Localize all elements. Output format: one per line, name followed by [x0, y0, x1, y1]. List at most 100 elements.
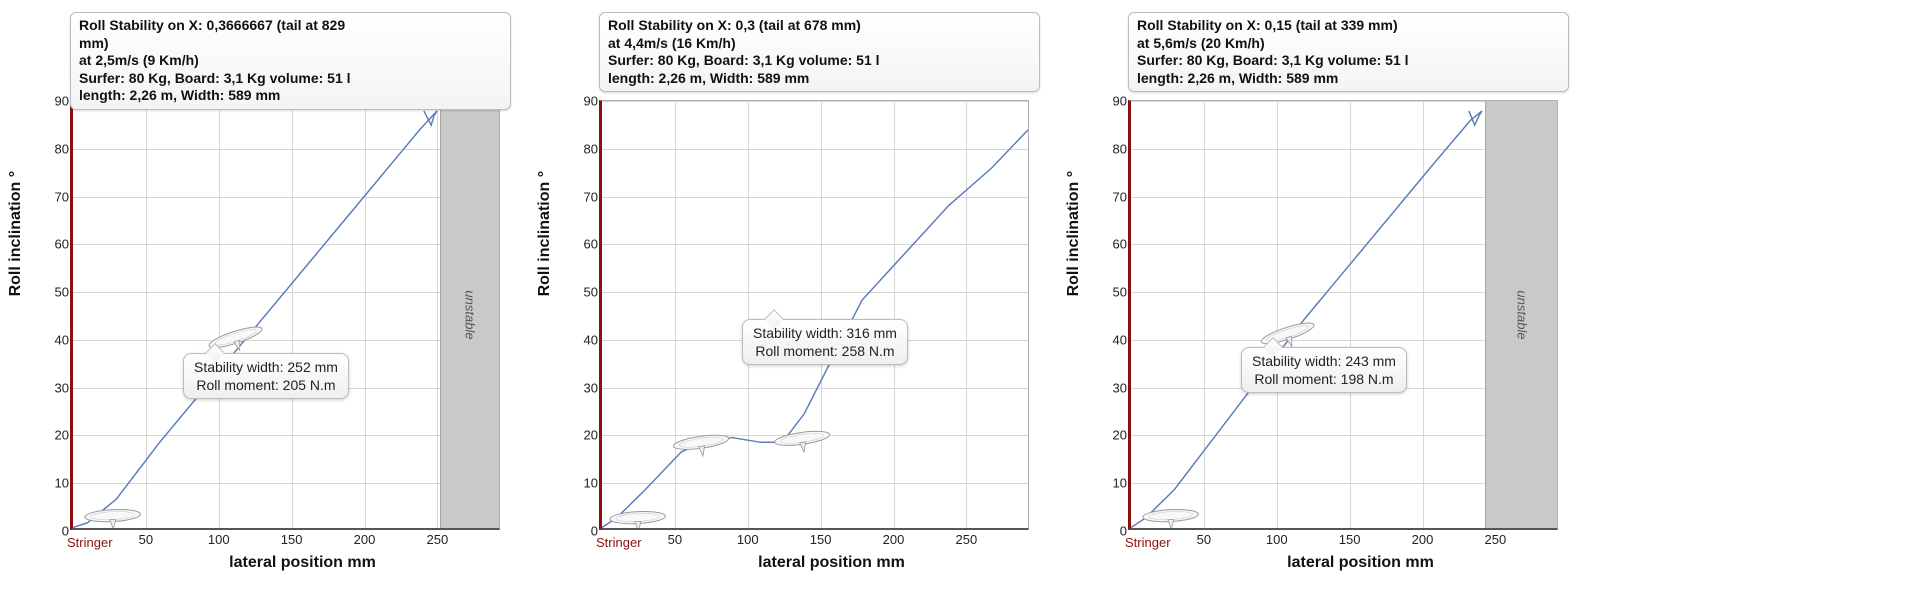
chart-title: Roll Stability on X: 0,15 (tail at 339 m…: [1128, 12, 1569, 92]
gridline-h: [602, 435, 1028, 436]
chart-panel: Roll Stability on X: 0,15 (tail at 339 m…: [1068, 10, 1573, 572]
y-tick: 90: [41, 94, 69, 109]
x-tick: 100: [208, 532, 230, 547]
plot-area: unstable 0102030405060708090501001502002…: [1128, 100, 1558, 530]
gridline-h: [73, 340, 499, 341]
gridline-h: [73, 292, 499, 293]
chart-title-line: Surfer: 80 Kg, Board: 3,1 Kg volume: 51 …: [79, 70, 351, 86]
y-tick: 30: [570, 380, 598, 395]
gridline-v: [748, 101, 749, 528]
unstable-label: unstable: [463, 290, 478, 339]
x-axis-label: lateral position mm: [90, 554, 515, 572]
y-tick: 80: [570, 141, 598, 156]
gridline-h: [602, 149, 1028, 150]
y-tick: 50: [570, 285, 598, 300]
gridline-h: [602, 292, 1028, 293]
y-tick: 20: [41, 428, 69, 443]
x-tick: 50: [668, 532, 682, 547]
gridline-v: [292, 101, 293, 528]
gridline-h: [73, 197, 499, 198]
gridline-v: [365, 101, 366, 528]
chart-title-line: length: 2,26 m, Width: 589 mm: [608, 70, 809, 86]
plot-area: 010203040506070809050100150200250Stringe…: [599, 100, 1029, 530]
unstable-region: unstable: [1485, 101, 1557, 528]
tooltip: Stability width: 252 mmRoll moment: 205 …: [183, 353, 349, 399]
x-tick: 150: [281, 532, 303, 547]
y-tick: 70: [570, 189, 598, 204]
y-tick: 50: [1099, 285, 1127, 300]
x-tick: 150: [810, 532, 832, 547]
gridline-h: [73, 483, 499, 484]
chart-panel: Roll Stability on X: 0,3666667 (tail at …: [10, 10, 515, 572]
tooltip: Stability width: 316 mmRoll moment: 258 …: [742, 319, 908, 365]
chart-title-line: length: 2,26 m, Width: 589 mm: [1137, 70, 1338, 86]
gridline-v: [1350, 101, 1351, 528]
tooltip-line: Roll moment: 205 N.m: [196, 377, 335, 393]
gridline-v: [894, 101, 895, 528]
gridline-h: [602, 101, 1028, 102]
chart-panel: Roll Stability on X: 0,3 (tail at 678 mm…: [539, 10, 1044, 572]
gridline-h: [602, 197, 1028, 198]
chart-title-line: at 2,5m/s (9 Km/h): [79, 52, 199, 68]
tooltip-line: Roll moment: 198 N.m: [1254, 371, 1393, 387]
x-axis-label: lateral position mm: [619, 554, 1044, 572]
x-tick: 100: [737, 532, 759, 547]
x-tick: 250: [427, 532, 449, 547]
y-tick: 0: [570, 524, 598, 539]
gridline-h: [602, 483, 1028, 484]
gridline-h: [73, 435, 499, 436]
chart-title-line: Roll Stability on X: 0,3666667 (tail at …: [79, 17, 345, 33]
y-tick: 90: [570, 94, 598, 109]
chart-title-line: at 4,4m/s (16 Km/h): [608, 35, 736, 51]
tooltip-line: Roll moment: 258 N.m: [755, 343, 894, 359]
gridline-v: [821, 101, 822, 528]
chart-title-line: Roll Stability on X: 0,15 (tail at 339 m…: [1137, 17, 1398, 33]
stringer-label: Stringer: [67, 535, 113, 550]
plot-area: unstable 0102030405060708090501001502002…: [70, 100, 500, 530]
chart-title: Roll Stability on X: 0,3 (tail at 678 mm…: [599, 12, 1040, 92]
y-tick: 80: [41, 141, 69, 156]
gridline-v: [219, 101, 220, 528]
tooltip: Stability width: 243 mmRoll moment: 198 …: [1241, 347, 1407, 393]
gridline-v: [146, 101, 147, 528]
y-tick: 90: [1099, 94, 1127, 109]
y-tick: 10: [41, 476, 69, 491]
gridline-h: [602, 388, 1028, 389]
gridline-v: [1277, 101, 1278, 528]
x-axis-label: lateral position mm: [1148, 554, 1573, 572]
charts-row: Roll Stability on X: 0,3666667 (tail at …: [10, 10, 1902, 572]
y-tick: 70: [1099, 189, 1127, 204]
y-tick: 70: [41, 189, 69, 204]
y-tick: 30: [1099, 380, 1127, 395]
x-tick: 250: [1485, 532, 1507, 547]
x-tick: 50: [139, 532, 153, 547]
gridline-v: [966, 101, 967, 528]
y-tick: 20: [570, 428, 598, 443]
gridline-v: [1423, 101, 1424, 528]
unstable-label: unstable: [1514, 290, 1529, 339]
y-tick: 0: [41, 524, 69, 539]
y-tick: 0: [1099, 524, 1127, 539]
x-tick: 250: [956, 532, 978, 547]
chart-title-line: Roll Stability on X: 0,3 (tail at 678 mm…: [608, 17, 861, 33]
y-tick: 10: [1099, 476, 1127, 491]
chart-title-line: at 5,6m/s (20 Km/h): [1137, 35, 1265, 51]
y-tick: 40: [41, 332, 69, 347]
y-tick: 60: [570, 237, 598, 252]
y-tick: 50: [41, 285, 69, 300]
gridline-v: [437, 101, 438, 528]
x-tick: 100: [1266, 532, 1288, 547]
gridline-h: [602, 244, 1028, 245]
gridline-h: [73, 244, 499, 245]
y-tick: 10: [570, 476, 598, 491]
chart-title-line: Surfer: 80 Kg, Board: 3,1 Kg volume: 51 …: [1137, 52, 1409, 68]
gridline-h: [73, 149, 499, 150]
y-tick: 60: [41, 237, 69, 252]
chart-line-svg: [73, 101, 499, 528]
unstable-region: unstable: [440, 101, 499, 528]
chart-title-line: Surfer: 80 Kg, Board: 3,1 Kg volume: 51 …: [608, 52, 880, 68]
y-tick: 20: [1099, 428, 1127, 443]
gridline-v: [1204, 101, 1205, 528]
y-tick: 40: [570, 332, 598, 347]
x-tick: 200: [883, 532, 905, 547]
